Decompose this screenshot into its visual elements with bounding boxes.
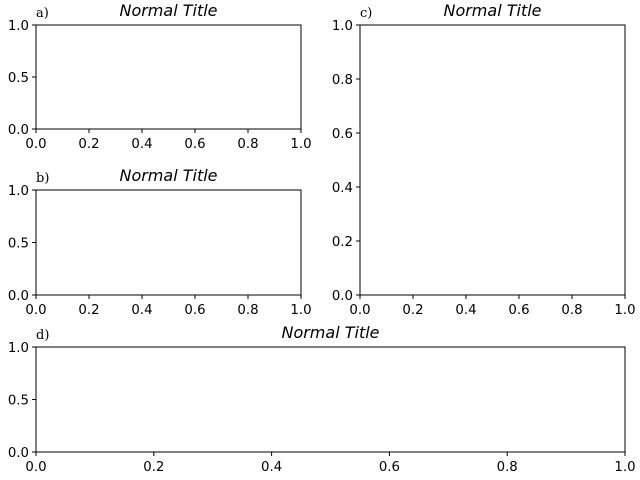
y-tick-label: 0.5: [8, 394, 29, 409]
y-tick-label: 1.0: [8, 341, 29, 356]
x-tick-label: 0.6: [379, 460, 400, 475]
y-tick-label: 0.6: [332, 127, 353, 142]
panel-label: a): [36, 6, 49, 21]
panel-d: 0.0 0.2 0.4 0.6 0.8 1.0 0.0 0.5 1.0 d) Normal Titl…: [8, 323, 636, 475]
x-tick-label: 1.0: [290, 137, 311, 152]
panel-c: 0.0 0.2 0.4 0.6 0.8 1.0 0.0 0.2 0.4 0.6 0.8 1.0 c) No…: [332, 1, 636, 318]
x-tick-label: 0.6: [184, 137, 205, 152]
y-tick-label: 0.0: [8, 446, 29, 461]
y-tick-label: 0.0: [332, 289, 353, 304]
x-tick-label: 0.6: [508, 303, 529, 318]
y-tick-label: 1.0: [8, 184, 29, 199]
x-tick-label: 0.8: [561, 303, 582, 318]
y-tick-label: 0.4: [332, 181, 353, 196]
panel-title: Normal Title: [443, 1, 541, 20]
y-tick-label: 0.5: [8, 71, 29, 86]
x-tick-label: 0.4: [455, 303, 476, 318]
y-tick-label: 1.0: [332, 19, 353, 34]
panel-title: Normal Title: [119, 166, 217, 185]
x-tick-label: 0.0: [25, 460, 46, 475]
x-tick-label: 0.2: [402, 303, 423, 318]
x-tick-label: 0.8: [237, 303, 258, 318]
panel-a: 0.0 0.2 0.4 0.6 0.8 1.0 0.0 0.5 1.0 a) Normal Titl…: [8, 1, 312, 152]
y-tick-label: 0.0: [8, 123, 29, 138]
x-tick-label: 1.0: [614, 303, 635, 318]
x-tick-label: 0.2: [78, 303, 99, 318]
x-tick-label: 0.0: [349, 303, 370, 318]
y-tick-label: 1.0: [8, 19, 29, 34]
y-tick-label: 0.5: [8, 237, 29, 252]
x-tick-label: 0.0: [25, 137, 46, 152]
panel-label: c): [360, 6, 372, 21]
x-tick-label: 0.4: [131, 137, 152, 152]
x-tick-label: 0.6: [184, 303, 205, 318]
x-tick-label: 0.0: [25, 303, 46, 318]
x-tick-label: 1.0: [290, 303, 311, 318]
panel-label: d): [36, 328, 49, 343]
x-tick-label: 1.0: [614, 460, 635, 475]
plot-frame: [35, 189, 302, 296]
x-tick-label: 0.8: [497, 460, 518, 475]
x-tick-label: 0.2: [78, 137, 99, 152]
panel-title: Normal Title: [281, 323, 379, 342]
x-tick-label: 0.4: [131, 303, 152, 318]
y-tick-label: 0.8: [332, 73, 353, 88]
y-tick-label: 0.2: [332, 235, 353, 250]
plot-frame: [359, 24, 626, 296]
plot-frame: [35, 346, 626, 453]
panel-label: b): [36, 171, 49, 186]
panel-title: Normal Title: [119, 1, 217, 20]
plot-frame: [35, 24, 302, 130]
panel-b: 0.0 0.2 0.4 0.6 0.8 1.0 0.0 0.5 1.0 b) Normal Titl…: [8, 166, 312, 318]
x-tick-label: 0.4: [261, 460, 282, 475]
x-tick-label: 0.2: [143, 460, 164, 475]
x-tick-label: 0.8: [237, 137, 258, 152]
y-tick-label: 0.0: [8, 289, 29, 304]
